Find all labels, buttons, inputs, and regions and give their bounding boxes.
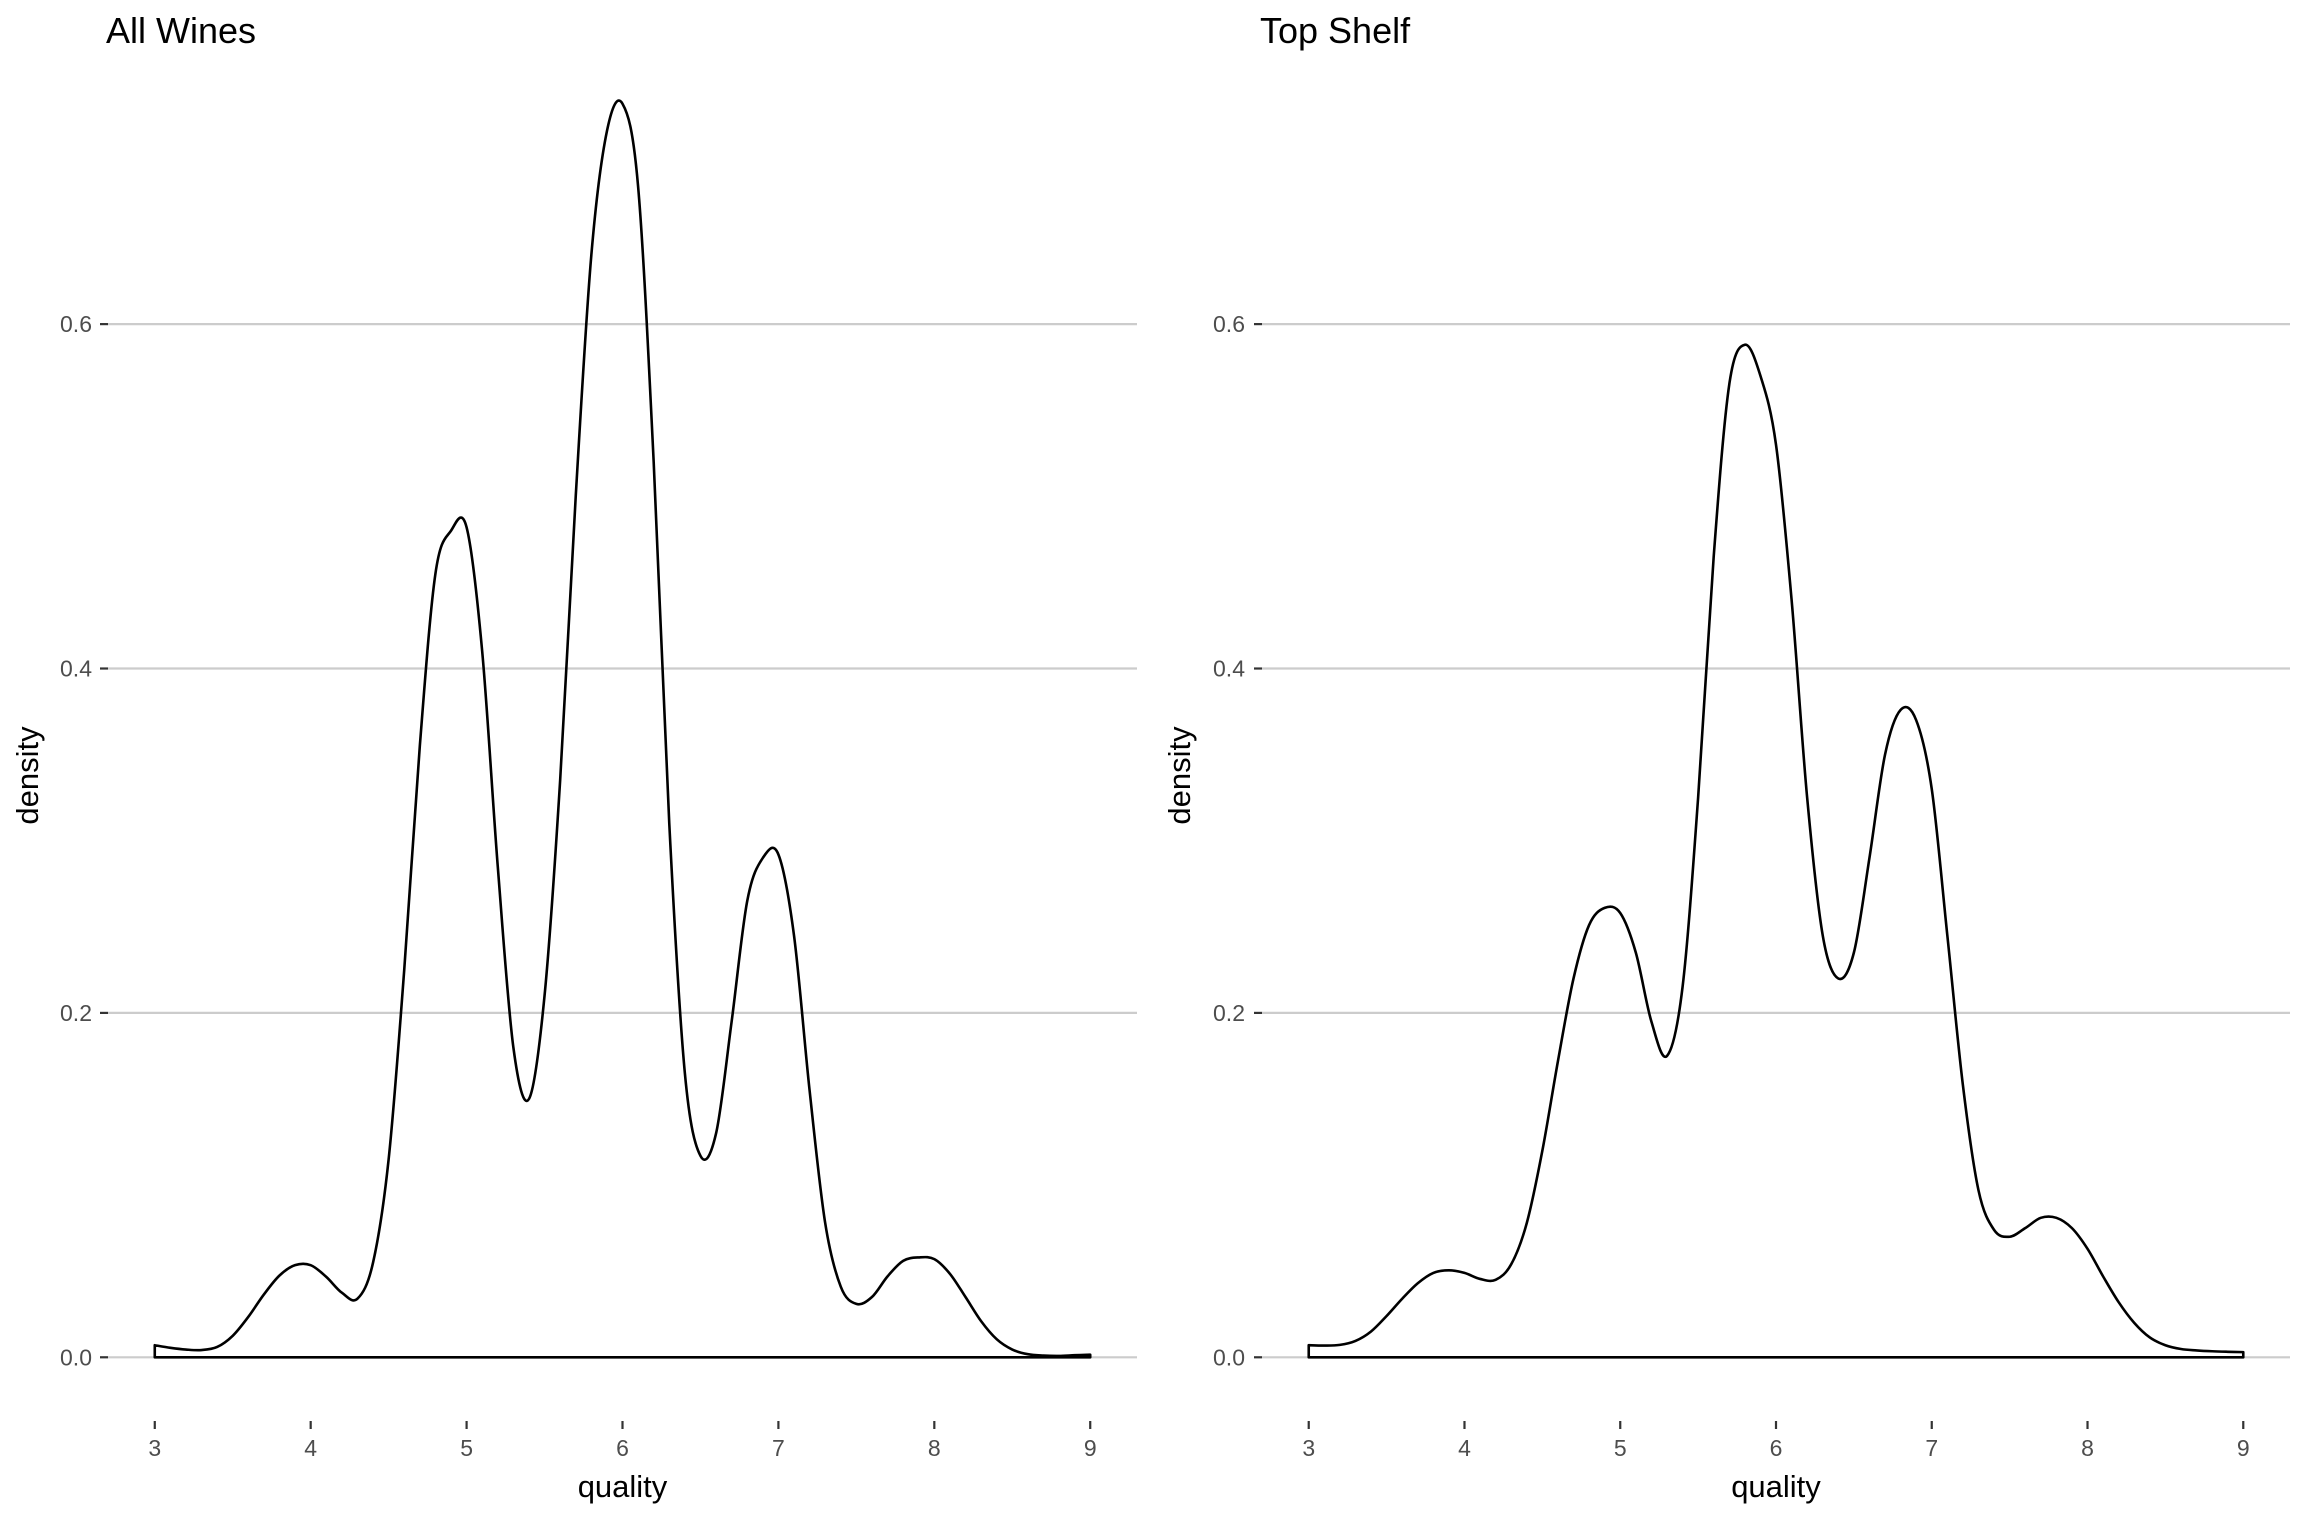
- gridlines: [1262, 323, 2290, 1359]
- chart-title: Top Shelf: [1260, 10, 1411, 51]
- x-tick-label: 7: [1925, 1435, 1938, 1461]
- panel-all-wines: 0.0 0.2 0.4 0.6 3 4 5 6 7 8 9 All Wines quality densi…: [10, 10, 1137, 1504]
- y-axis-label: density: [1162, 726, 1197, 825]
- y-tick-label: 0.6: [60, 311, 92, 337]
- x-tick-label: 5: [1614, 1435, 1627, 1461]
- x-tick-label: 7: [772, 1435, 785, 1461]
- gridlines: [108, 323, 1137, 1359]
- y-tick-label: 0.4: [60, 656, 92, 682]
- x-axis: 3 4 5 6 7 8 9: [148, 1421, 1097, 1461]
- x-axis-label: quality: [1731, 1469, 1821, 1504]
- x-tick-label: 6: [1770, 1435, 1783, 1461]
- x-tick-label: 9: [2237, 1435, 2250, 1461]
- chart-title: All Wines: [106, 10, 256, 51]
- y-tick-label: 0.6: [1213, 311, 1245, 337]
- x-tick-label: 4: [1458, 1435, 1471, 1461]
- x-axis: 3 4 5 6 7 8 9: [1302, 1421, 2250, 1461]
- panel-top-shelf: 0.0 0.2 0.4 0.6 3 4 5 6 7 8 9 Top Shelf quality densi…: [1162, 10, 2290, 1504]
- y-tick-label: 0.0: [60, 1344, 92, 1370]
- x-tick-label: 5: [460, 1435, 473, 1461]
- density-curve-all-wines: [153, 99, 1092, 1359]
- y-axis: 0.0 0.2 0.4 0.6: [1213, 311, 1262, 1370]
- y-tick-label: 0.2: [1213, 1000, 1245, 1026]
- x-tick-label: 9: [1084, 1435, 1097, 1461]
- y-tick-label: 0.2: [60, 1000, 92, 1026]
- x-tick-label: 4: [304, 1435, 317, 1461]
- x-tick-label: 8: [928, 1435, 941, 1461]
- y-tick-label: 0.0: [1213, 1344, 1245, 1370]
- x-tick-label: 8: [2081, 1435, 2094, 1461]
- y-axis: 0.0 0.2 0.4 0.6: [60, 311, 108, 1370]
- x-tick-label: 6: [616, 1435, 629, 1461]
- y-tick-label: 0.4: [1213, 656, 1245, 682]
- density-curve-top-shelf: [1307, 343, 2245, 1359]
- y-axis-label: density: [10, 726, 45, 825]
- x-axis-label: quality: [578, 1469, 668, 1504]
- x-tick-label: 3: [148, 1435, 161, 1461]
- x-tick-label: 3: [1302, 1435, 1315, 1461]
